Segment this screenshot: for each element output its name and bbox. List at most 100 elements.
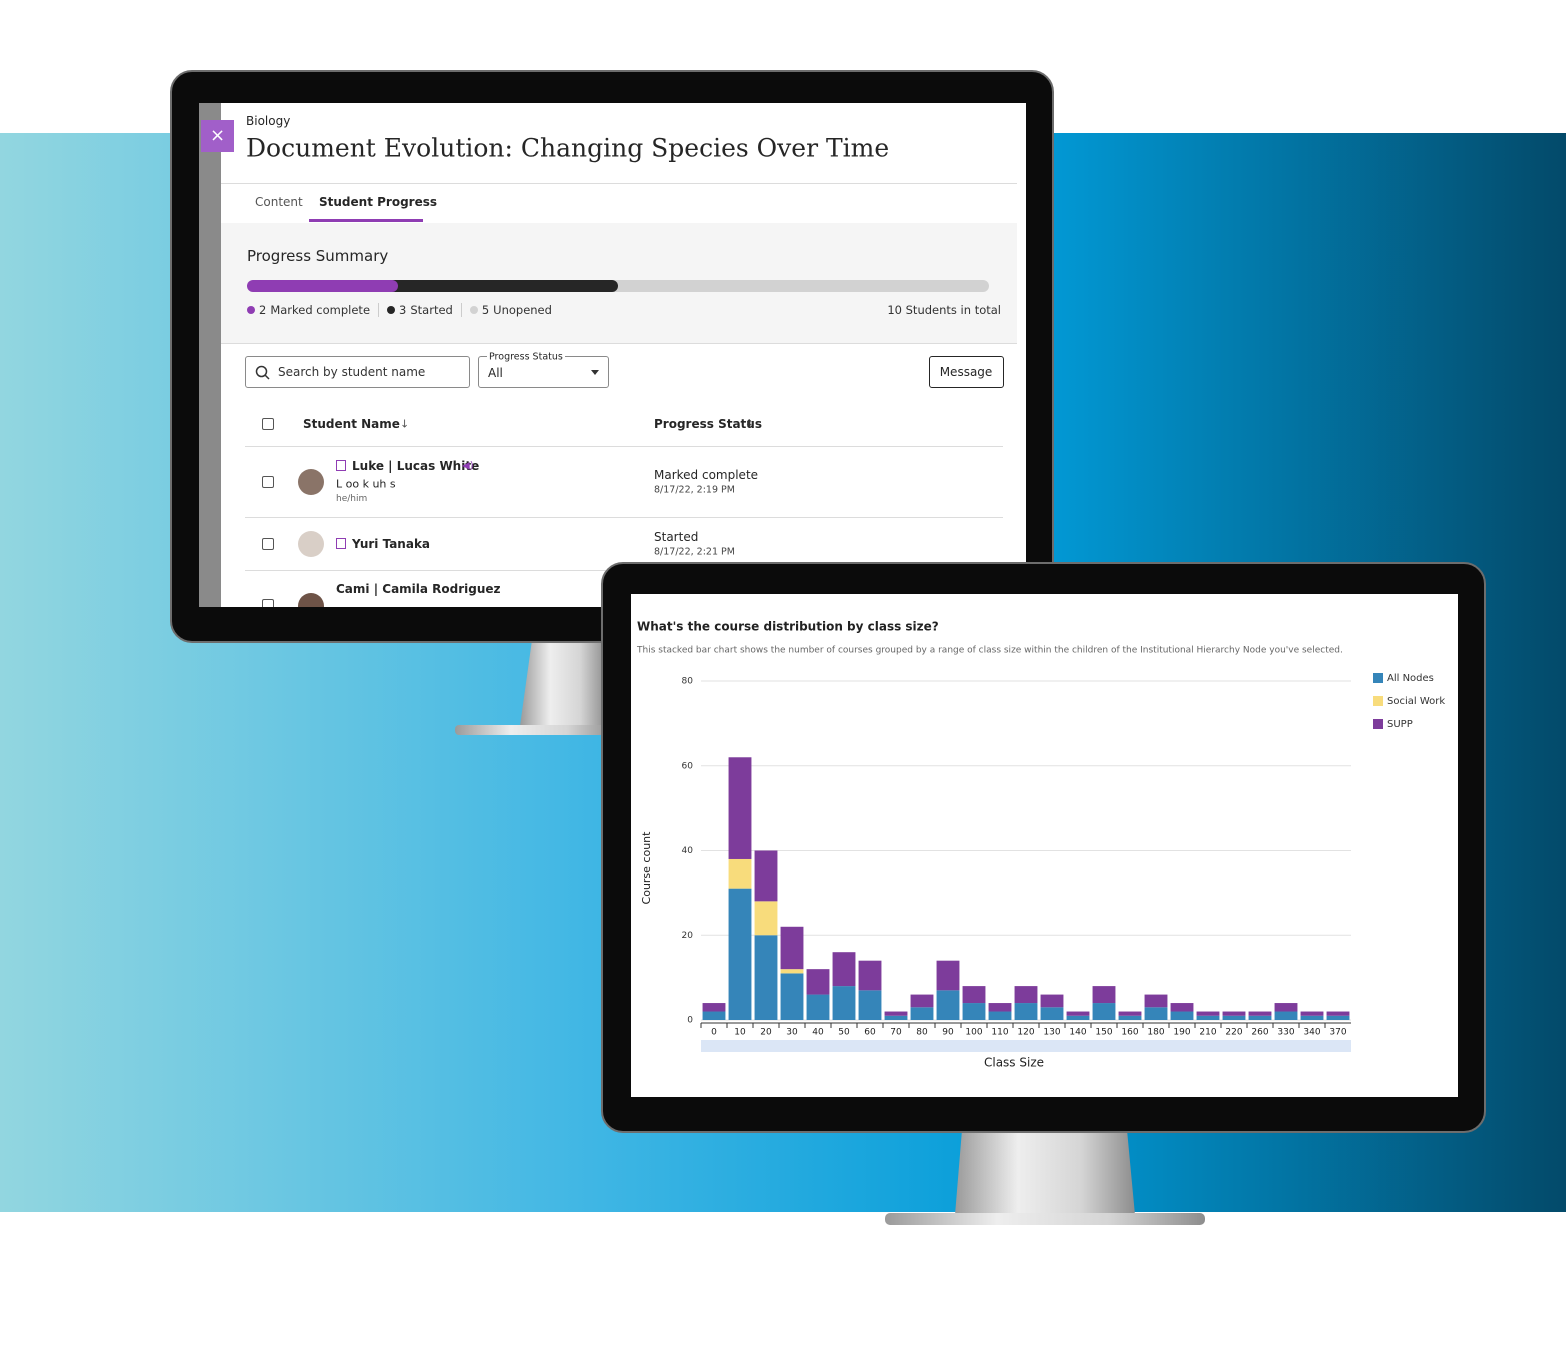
x-tick-label: 220 (1225, 1028, 1242, 1038)
chart-subtitle: This stacked bar chart shows the number … (636, 646, 1343, 656)
doc-icon (336, 538, 346, 549)
legend-dot (387, 306, 396, 314)
legend-label: Unopened (493, 303, 552, 317)
bar-segment (1014, 1003, 1038, 1020)
x-tick-label: 0 (711, 1028, 717, 1038)
bar-segment (1170, 1011, 1194, 1020)
status: Started (654, 530, 699, 544)
status-date: 8/17/22, 2:19 PM (654, 484, 735, 496)
column-header[interactable]: Progress Status (654, 417, 762, 431)
tab[interactable]: Content (255, 195, 303, 209)
bar-segment (884, 1015, 908, 1020)
bar-segment (936, 960, 960, 991)
bar-segment (1222, 1011, 1246, 1016)
search-box[interactable]: Search by student name (245, 356, 470, 388)
sort-icon: ⬍ (745, 418, 754, 430)
chart-title: What's the course distribution by class … (637, 620, 939, 634)
legend-item: 2 Marked complete (247, 303, 378, 317)
bar-segment (728, 888, 752, 1020)
monitor-stand (520, 640, 606, 726)
legend-label: Started (410, 303, 453, 317)
legend-count: 3 (399, 303, 407, 317)
bar-segment (1170, 1003, 1194, 1012)
bar-segment (910, 1007, 934, 1020)
bar-segment (832, 952, 856, 987)
legend-swatch (1373, 719, 1383, 729)
close-button[interactable]: × (201, 120, 234, 152)
bar-segment (1014, 986, 1038, 1004)
audio-icon[interactable]: ◀) (462, 460, 474, 472)
bar-segment (988, 1003, 1012, 1012)
x-tick-label: 160 (1121, 1028, 1138, 1038)
legend-label: SUPP (1387, 719, 1413, 730)
x-tick-label: 40 (812, 1028, 824, 1038)
y-tick-label: 20 (682, 931, 694, 941)
x-tick-label: 190 (1173, 1028, 1190, 1038)
x-tick-label: 120 (1017, 1028, 1034, 1038)
bar-segment (754, 850, 778, 902)
pronouns: he/him (336, 494, 368, 504)
x-tick-label: 260 (1251, 1028, 1268, 1038)
monitor-stand (955, 1130, 1135, 1215)
x-tick-label: 330 (1277, 1028, 1294, 1038)
bar-segment (1066, 1011, 1090, 1016)
x-tick-label: 80 (916, 1028, 928, 1038)
x-tick-label: 150 (1095, 1028, 1112, 1038)
row-checkbox[interactable] (262, 538, 274, 550)
message-button[interactable]: Message (929, 356, 1004, 388)
bar-segment (1040, 1007, 1064, 1020)
y-axis-label: Course count (640, 831, 653, 905)
legend-dot (247, 306, 255, 314)
scrollbar[interactable] (701, 1040, 1351, 1052)
status-date: 8/17/22, 2:21 PM (654, 546, 735, 558)
student-name[interactable]: Luke | Lucas White (352, 459, 480, 473)
x-tick-label: 30 (786, 1028, 798, 1038)
bar-segment (806, 969, 830, 995)
bar-segment (884, 1011, 908, 1016)
select-all-checkbox[interactable] (262, 418, 274, 430)
filter-select[interactable]: Progress Status All (478, 351, 609, 388)
student-name[interactable]: Yuri Tanaka (352, 537, 431, 551)
y-tick-label: 80 (682, 677, 694, 687)
row-checkbox[interactable] (262, 599, 274, 607)
x-tick-label: 140 (1069, 1028, 1086, 1038)
bar-segment (858, 990, 882, 1020)
monitor-base (455, 725, 615, 735)
row-checkbox[interactable] (262, 476, 274, 488)
bar-segment (1274, 1011, 1298, 1020)
bar-segment (1326, 1015, 1350, 1020)
x-tick-label: 110 (991, 1028, 1008, 1038)
x-tick-label: 370 (1329, 1028, 1346, 1038)
tab-active[interactable]: Student Progress (319, 195, 437, 209)
bar-segment (1248, 1015, 1272, 1020)
student-name[interactable]: Cami | Camila Rodriguez (336, 582, 501, 596)
legend-label: All Nodes (1387, 673, 1434, 684)
bar-segment (1144, 1007, 1168, 1020)
x-tick-label: 10 (734, 1028, 746, 1038)
x-tick-label: 340 (1303, 1028, 1320, 1038)
legend-swatch (1373, 673, 1383, 683)
course-name: Biology (246, 114, 291, 128)
legend-item: 5 Unopened (460, 303, 560, 317)
lms-screen: × Biology Document Evolution: Changing S… (199, 103, 1026, 607)
bar-segment (1092, 986, 1116, 1004)
filter-label: Progress Status (487, 351, 565, 363)
bar-segment (962, 1003, 986, 1020)
column-header[interactable]: Student Name (303, 417, 400, 431)
x-tick-label: 130 (1043, 1028, 1060, 1038)
filter-value: All (488, 366, 503, 380)
bar-segment (910, 994, 934, 1008)
bar-segment (936, 990, 960, 1020)
tab-underline (309, 219, 423, 222)
x-tick-label: 180 (1147, 1028, 1164, 1038)
avatar (298, 593, 324, 607)
avatar (298, 531, 324, 557)
bar-segment (1326, 1011, 1350, 1016)
progress-bar (247, 280, 1001, 292)
bar-segment (780, 973, 804, 1020)
divider (245, 517, 1003, 518)
legend-dot (469, 306, 478, 314)
monitor-base (885, 1213, 1205, 1225)
bar-segment (780, 969, 804, 974)
x-tick-label: 90 (942, 1028, 954, 1038)
